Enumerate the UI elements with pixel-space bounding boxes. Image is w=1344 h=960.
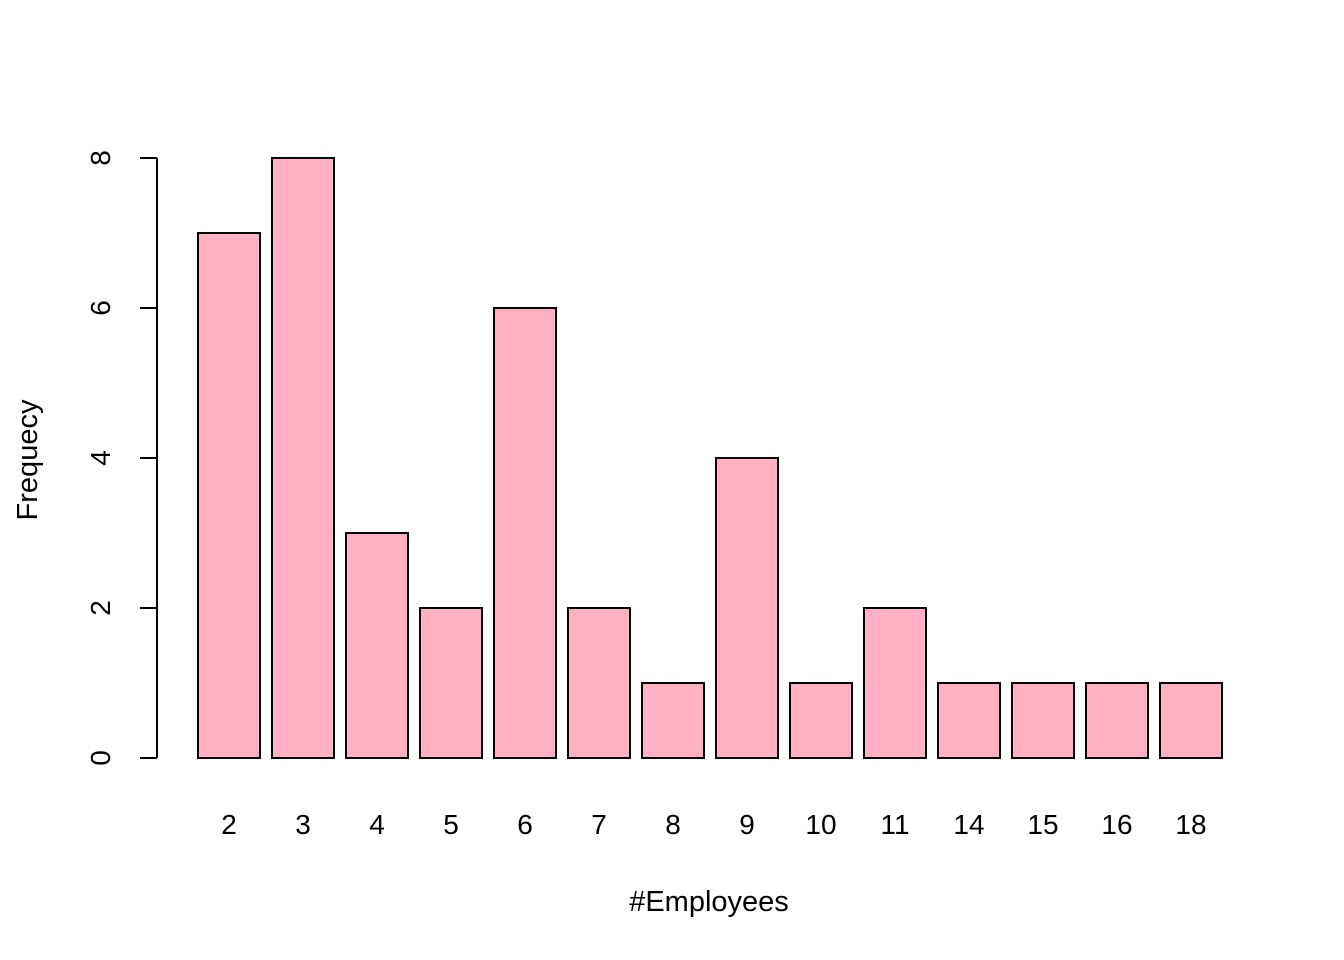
x-tick-labels: 2 3 4 5 6 7 8 9 10 11 14 15 16 18 <box>221 809 1206 840</box>
x-tick-label-10: 10 <box>805 809 836 840</box>
x-tick-label-14: 14 <box>953 809 984 840</box>
bar-3 <box>271 157 335 759</box>
x-tick-label-4: 4 <box>369 809 385 840</box>
x-axis-label: #Employees <box>629 886 789 918</box>
bars-group <box>197 157 1223 759</box>
x-tick-label-16: 16 <box>1101 809 1132 840</box>
y-tick-label-4: 4 <box>85 450 116 466</box>
x-tick-label-9: 9 <box>739 809 755 840</box>
bar-16 <box>1085 682 1149 759</box>
y-tick-label-0: 0 <box>85 750 116 766</box>
bar-14 <box>937 682 1001 759</box>
bar-10 <box>789 682 853 759</box>
y-axis-label: Frequecy <box>12 399 44 520</box>
x-tick-label-6: 6 <box>517 809 533 840</box>
y-tick-label-2: 2 <box>85 600 116 616</box>
bar-6 <box>493 307 557 759</box>
y-axis: 0 2 4 6 8 <box>85 150 158 766</box>
y-tick-label-8: 8 <box>85 150 116 166</box>
x-tick-label-5: 5 <box>443 809 459 840</box>
bar-2 <box>197 232 261 759</box>
bar-18 <box>1159 682 1223 759</box>
y-tick-label-6: 6 <box>85 300 116 316</box>
x-tick-label-3: 3 <box>295 809 311 840</box>
x-tick-label-18: 18 <box>1175 809 1206 840</box>
bar-8 <box>641 682 705 759</box>
bar-4 <box>345 532 409 759</box>
x-tick-label-15: 15 <box>1027 809 1058 840</box>
x-tick-label-11: 11 <box>880 809 909 840</box>
x-tick-label-8: 8 <box>665 809 681 840</box>
bar-11 <box>863 607 927 759</box>
bar-7 <box>567 607 631 759</box>
bar-9 <box>715 457 779 759</box>
bar-15 <box>1011 682 1075 759</box>
x-tick-label-7: 7 <box>591 809 607 840</box>
bar-5 <box>419 607 483 759</box>
x-tick-label-2: 2 <box>221 809 237 840</box>
